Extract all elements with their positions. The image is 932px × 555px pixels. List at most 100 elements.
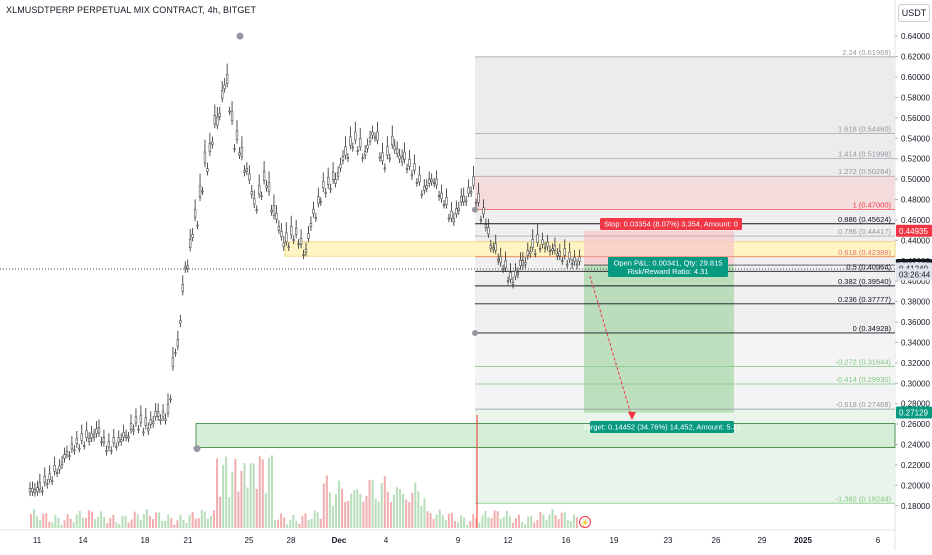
y-tick-label: 0.28000 <box>901 400 930 409</box>
volume-bar <box>106 523 109 528</box>
candle-body <box>83 445 86 447</box>
candle-body <box>107 441 111 448</box>
candle-body <box>309 222 313 228</box>
volume-bar <box>81 517 84 528</box>
candle-body <box>304 248 308 253</box>
candle-body <box>97 427 101 434</box>
x-tick-label: 12 <box>504 536 513 545</box>
candle-body <box>230 111 234 122</box>
volume-bar <box>252 463 255 528</box>
volume-bar <box>530 515 533 528</box>
candle-body <box>75 438 78 444</box>
currency-selector[interactable]: USDT <box>898 4 930 22</box>
candle-body <box>299 237 303 245</box>
candle-body <box>260 195 263 198</box>
volume-bar <box>383 476 386 528</box>
y-tick-label: 0.24000 <box>901 441 930 450</box>
candle-body <box>181 284 184 292</box>
volume-bar <box>371 480 374 528</box>
candle-body <box>368 137 372 142</box>
volume-bar <box>274 520 276 528</box>
volume-bar <box>289 519 292 528</box>
fib-label: 0.382 (0.39540) <box>838 277 891 286</box>
volume-bar <box>240 470 243 528</box>
target-label-text: Target: 0.14452 (34.76%) 14,452, Amount:… <box>583 423 741 432</box>
candle-body <box>262 171 266 181</box>
volume-bar <box>124 515 127 528</box>
volume-bar <box>158 512 161 528</box>
candle-body <box>531 239 534 248</box>
candle-body <box>403 151 406 160</box>
candle-body <box>546 241 549 247</box>
candle-body <box>46 483 49 486</box>
volume-bar <box>155 512 158 528</box>
candle-body <box>60 461 64 466</box>
volume-bar <box>167 514 170 528</box>
candle-body <box>356 150 359 152</box>
candle-body <box>95 428 98 434</box>
fib-label: -0.414 (0.29930) <box>836 375 892 384</box>
y-tick-label: 0.56000 <box>901 114 930 123</box>
candle-body <box>339 164 342 169</box>
volume-bar <box>130 519 133 528</box>
candle-body <box>235 130 239 140</box>
candle-body <box>149 419 152 425</box>
candle-body <box>383 167 387 170</box>
price-tag-bg <box>896 406 932 419</box>
volume-bar <box>438 509 441 528</box>
candle-body <box>127 436 130 439</box>
volume-bar <box>255 488 258 528</box>
volume-bar <box>69 518 72 528</box>
x-tick-label: 23 <box>664 536 673 545</box>
candle-body <box>526 250 529 256</box>
volume-bar <box>353 490 356 528</box>
volume-bar <box>264 493 267 528</box>
volume-bar <box>237 491 240 528</box>
candle-body <box>105 450 108 452</box>
volume-bar <box>484 511 487 528</box>
fib-zone-red <box>475 176 895 210</box>
volume-bar <box>429 513 432 528</box>
volume-bar <box>109 517 112 528</box>
candle-body <box>418 174 421 183</box>
candle-body <box>166 403 170 414</box>
y-tick-label: 0.40000 <box>901 277 930 286</box>
volume-bar <box>402 493 405 528</box>
volume-bar <box>359 494 362 528</box>
candle-body <box>425 185 428 189</box>
candle-body <box>346 157 350 159</box>
volume-bar <box>441 515 444 528</box>
candle-body <box>396 148 399 154</box>
candle-body <box>41 490 44 493</box>
candle-body <box>388 157 391 160</box>
candle-body <box>563 248 566 256</box>
candle-body <box>137 428 140 431</box>
candle-body <box>272 205 276 216</box>
price-tag-bg <box>896 224 932 237</box>
volume-bar <box>200 510 203 528</box>
candle-body <box>216 116 219 126</box>
x-tick-label: Dec <box>332 536 347 545</box>
candle-body <box>359 138 362 148</box>
volume-bar <box>277 519 280 528</box>
volume-bar <box>191 512 194 528</box>
volume-bar <box>164 520 167 528</box>
candle-body <box>398 155 401 160</box>
volume-bar <box>466 524 469 528</box>
volume-bar <box>325 475 328 528</box>
candle-body <box>435 178 438 186</box>
candle-body <box>43 475 46 483</box>
candle-body <box>469 191 473 194</box>
candle-body <box>189 238 192 248</box>
candle-body <box>191 234 194 238</box>
candle-body <box>297 243 300 246</box>
candle-body <box>578 256 581 262</box>
candle-body <box>331 171 335 180</box>
candle-body <box>139 414 143 424</box>
candle-body <box>270 209 273 212</box>
y-tick-label: 0.54000 <box>901 134 930 143</box>
candle-body <box>432 182 436 184</box>
volume-bar <box>566 520 569 528</box>
